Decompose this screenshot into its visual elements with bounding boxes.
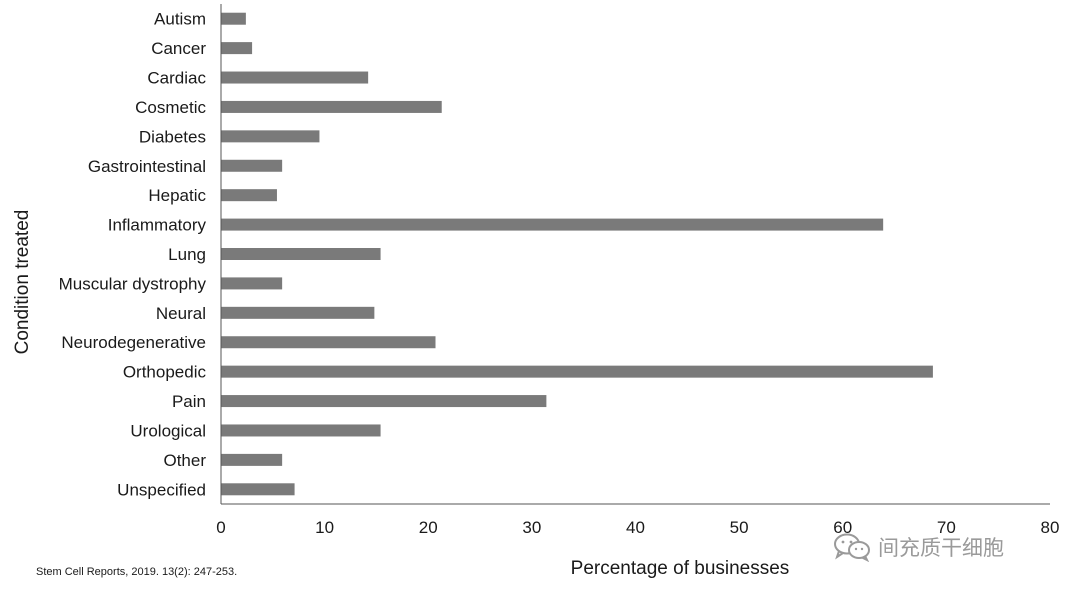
bar-orthopedic: [221, 365, 933, 378]
category-label-cancer: Cancer: [151, 39, 206, 58]
x-tick-label-40: 40: [626, 518, 645, 537]
category-label-hepatic: Hepatic: [148, 186, 206, 205]
category-labels: Autism Cancer Cardiac Cosmetic Diabetes Gastr…: [59, 10, 207, 500]
bar-unspecified: [221, 483, 295, 496]
category-label-cardiac: Cardiac: [147, 69, 206, 88]
bar-lung: [221, 248, 381, 260]
bar-pain: [221, 395, 547, 408]
category-label-lung: Lung: [168, 245, 206, 264]
bar-cardiac: [221, 71, 369, 84]
category-label-cosmetic: Cosmetic: [135, 98, 206, 117]
category-label-neurodegenerative: Neurodegenerative: [61, 333, 206, 352]
wechat-icon: [834, 533, 870, 562]
x-tick-label-70: 70: [937, 518, 956, 537]
x-ticks: 0 10 20 30 40 50 60 70 80: [216, 518, 1059, 537]
category-label-neural: Neural: [156, 304, 206, 323]
category-label-urological: Urological: [130, 421, 206, 440]
x-tick-label-10: 10: [315, 518, 334, 537]
bar-cosmetic: [221, 100, 442, 113]
x-tick-label-50: 50: [730, 518, 749, 537]
category-label-autism: Autism: [154, 10, 206, 29]
source-citation: Stem Cell Reports, 2019. 13(2): 247-253.: [36, 566, 238, 578]
bar-cancer: [221, 42, 253, 55]
watermark: 间充质干细胞: [832, 532, 1004, 562]
bar-muscular-dystrophy: [221, 277, 283, 290]
bar-gastrointestinal: [221, 159, 283, 172]
x-tick-label-0: 0: [216, 518, 225, 537]
bar-neural: [221, 306, 375, 319]
bar-hepatic: [221, 189, 277, 202]
bar-neurodegenerative: [221, 336, 436, 349]
category-label-other: Other: [163, 451, 206, 470]
bars-group: [221, 12, 933, 496]
y-axis-title: Condition treated: [12, 210, 33, 355]
x-tick-label-30: 30: [522, 518, 541, 537]
category-label-diabetes: Diabetes: [139, 127, 206, 146]
bar-inflammatory: [221, 218, 884, 231]
bar-urological: [221, 424, 381, 437]
bar-autism: [221, 12, 246, 25]
category-label-gastrointestinal: Gastrointestinal: [88, 157, 206, 176]
bar-diabetes: [221, 130, 320, 143]
watermark-text: 间充质干细胞: [878, 536, 1004, 560]
category-label-orthopedic: Orthopedic: [123, 363, 207, 382]
category-label-inflammatory: Inflammatory: [108, 216, 207, 235]
x-tick-label-80: 80: [1041, 518, 1060, 537]
category-label-pain: Pain: [172, 392, 206, 411]
category-label-muscular-dystrophy: Muscular dystrophy: [59, 274, 207, 293]
bar-other: [221, 453, 283, 466]
x-tick-label-60: 60: [833, 518, 852, 537]
category-label-unspecified: Unspecified: [117, 480, 206, 499]
x-tick-label-20: 20: [419, 518, 438, 537]
x-axis-title: Percentage of businesses: [571, 558, 790, 579]
